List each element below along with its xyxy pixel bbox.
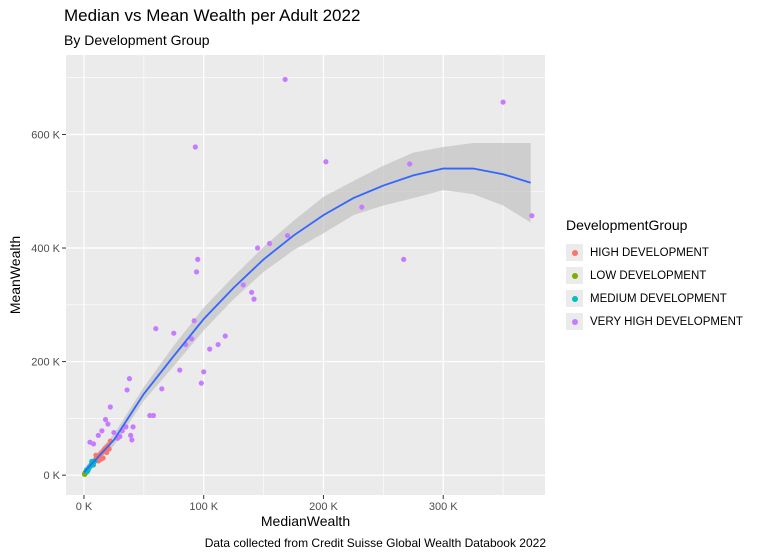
data-point <box>207 346 213 352</box>
major-gridlines <box>66 55 545 495</box>
y-tick-label: 600 K <box>31 129 60 141</box>
data-point <box>124 387 130 393</box>
data-point <box>93 452 99 458</box>
data-point <box>255 245 261 251</box>
y-axis-ticks: 0 K 200 K 400 K 600 K <box>31 129 66 482</box>
data-point <box>215 341 221 348</box>
data-point <box>130 424 136 430</box>
data-point <box>100 455 106 461</box>
y-tick-label: 0 K <box>43 470 60 482</box>
x-tick-label: 300 K <box>429 501 458 513</box>
x-tick-label: 100 K <box>189 501 218 513</box>
legend-label: MEDIUM DEVELOPMENT <box>590 292 727 305</box>
x-tick-label: 0 K <box>76 501 93 513</box>
data-point <box>159 386 165 392</box>
chart-subtitle: By Development Group <box>64 32 210 48</box>
y-tick-label: 200 K <box>31 357 60 369</box>
confidence-ribbon <box>83 143 531 477</box>
legend-title: DevelopmentGroup <box>566 217 688 233</box>
data-point <box>189 336 195 342</box>
legend-dot <box>571 249 578 256</box>
x-axis-ticks: 0 K 100 K 200 K 300 K <box>76 495 458 513</box>
data-point <box>111 429 117 436</box>
legend-label: VERY HIGH DEVELOPMENT <box>590 315 743 328</box>
legend-key <box>566 267 583 284</box>
x-tick-label: 200 K <box>309 501 338 513</box>
legend-key <box>566 244 583 261</box>
legend-label: HIGH DEVELOPMENT <box>590 246 709 259</box>
x-axis-label: MedianWealth <box>261 513 350 529</box>
data-point <box>177 367 183 373</box>
data-point <box>198 380 204 386</box>
legend-label: LOW DEVELOPMENT <box>590 269 707 282</box>
smooth-trend-line <box>83 167 531 473</box>
legend-item-low: LOW DEVELOPMENT <box>566 264 743 287</box>
data-point <box>90 441 97 447</box>
data-point <box>222 333 228 339</box>
legend: DevelopmentGroup HIGH DEVELOPMENT LOW DE… <box>566 217 743 333</box>
data-point <box>95 432 101 438</box>
data-point <box>284 232 291 239</box>
data-point <box>251 296 257 302</box>
data-point <box>171 330 177 336</box>
data-point <box>193 269 200 275</box>
chart-title: Median vs Mean Wealth per Adult 2022 <box>64 6 361 25</box>
data-point <box>105 421 111 427</box>
data-point <box>102 416 109 423</box>
legend-dot <box>571 272 578 279</box>
data-point <box>359 204 365 210</box>
data-point <box>201 369 207 375</box>
legend-dot <box>571 295 578 302</box>
y-tick-label: 400 K <box>31 243 60 255</box>
data-point <box>195 256 201 262</box>
data-point <box>401 256 407 262</box>
data-point <box>153 326 159 332</box>
data-point <box>107 404 113 410</box>
data-point <box>407 161 413 167</box>
legend-item-high: HIGH DEVELOPMENT <box>566 241 743 264</box>
data-point <box>323 159 329 165</box>
data-point <box>500 99 506 105</box>
data-point <box>266 240 273 247</box>
data-point <box>129 437 135 443</box>
data-point <box>282 76 288 83</box>
data-point <box>99 428 105 434</box>
data-point <box>240 282 246 288</box>
data-point <box>126 376 133 382</box>
legend-item-very-high: VERY HIGH DEVELOPMENT <box>566 310 743 333</box>
legend-item-medium: MEDIUM DEVELOPMENT <box>566 287 743 310</box>
legend-dot <box>571 318 578 325</box>
data-point <box>147 412 153 419</box>
data-point <box>191 318 197 324</box>
data-point <box>117 433 123 440</box>
chart-caption: Data collected from Credit Suisse Global… <box>204 536 546 550</box>
data-point <box>123 424 129 430</box>
data-point <box>192 144 198 150</box>
plot-panel <box>66 55 545 495</box>
data-point <box>128 432 134 438</box>
data-point <box>249 289 255 295</box>
legend-key <box>566 313 583 330</box>
y-axis-label: MeanWealth <box>7 236 23 314</box>
data-point <box>150 412 157 419</box>
legend-key <box>566 290 583 307</box>
data-point <box>529 213 535 219</box>
